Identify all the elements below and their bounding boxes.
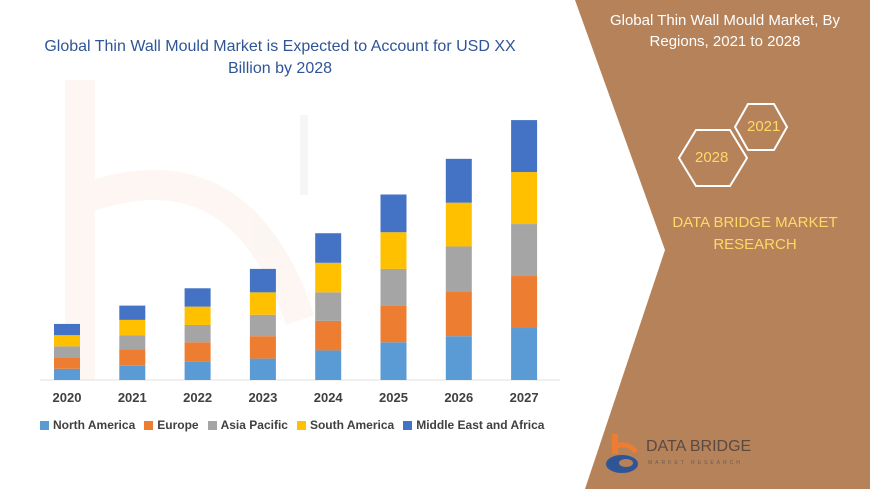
hex-label-2021: 2021 — [747, 118, 781, 135]
hexagon-2028 — [677, 129, 749, 187]
stacked-bar-chart: 2020 2021 2022 2023 2024 2025 2026 2027 — [40, 120, 560, 405]
bar-2023-north-america — [249, 358, 276, 380]
chart-title: Global Thin Wall Mould Market is Expecte… — [44, 38, 516, 77]
x-tick-label: 2024 — [314, 390, 344, 405]
legend-item: North America — [40, 418, 135, 432]
legend-item: South America — [296, 418, 395, 432]
bar-2024-asia-pacific — [315, 292, 342, 321]
bar-2022-middle-east-and-africa — [184, 288, 211, 307]
bar-2025-south-america — [380, 232, 407, 269]
x-tick-label: 2022 — [183, 390, 212, 405]
logo-icon — [606, 434, 638, 473]
bar-2024-south-america — [315, 262, 342, 293]
bar-2023-europe — [249, 336, 276, 359]
legend-swatch — [207, 420, 217, 430]
legend-item: Middle East and Africa — [403, 418, 544, 432]
bar-2022-north-america — [184, 361, 211, 380]
x-tick-label: 2025 — [379, 390, 408, 405]
bar-2024-europe — [315, 320, 342, 351]
bar-2020-south-america — [54, 335, 80, 347]
chart-legend: North America Europe Asia Pacific South Ame… — [40, 418, 544, 432]
bar-2027-south-america — [511, 172, 538, 225]
x-tick-label: 2023 — [248, 390, 277, 405]
bar-2021-asia-pacific — [119, 335, 146, 350]
legend-swatch — [40, 420, 49, 430]
bar-2021-south-america — [119, 319, 146, 336]
bar-2023-asia-pacific — [249, 314, 276, 337]
bar-2022-south-america — [184, 306, 211, 325]
bar-2027-north-america — [511, 328, 538, 380]
bar-2026-asia-pacific — [445, 246, 472, 292]
bar-2023-middle-east-and-africa — [249, 268, 276, 293]
x-tick-label: 2020 — [53, 390, 82, 405]
bar-2026-europe — [445, 291, 472, 337]
bar-2026-south-america — [445, 202, 472, 247]
x-tick-label: 2026 — [444, 390, 473, 405]
bar-2025-asia-pacific — [380, 268, 407, 306]
bar-2027-asia-pacific — [511, 224, 538, 277]
bar-2020-north-america — [54, 368, 80, 380]
x-tick-label: 2021 — [118, 390, 147, 405]
bar-2025-north-america — [380, 342, 407, 380]
hex-label-2028: 2028 — [695, 149, 729, 166]
bar-2026-middle-east-and-africa — [445, 158, 472, 203]
legend-label: Europe — [157, 418, 199, 432]
legend-swatch — [144, 420, 154, 430]
brand-text: DATA BRIDGE MARKET RESEARCH — [672, 214, 838, 253]
logo-text: DATA BRIDGE — [646, 438, 752, 455]
right-brown-panel — [575, 0, 870, 489]
hexagon-2021 — [733, 103, 789, 151]
bar-2020-asia-pacific — [54, 346, 80, 358]
legend-label: Middle East and Africa — [416, 418, 545, 432]
legend-swatch — [296, 420, 306, 430]
bar-2020-europe — [54, 357, 80, 369]
bar-2021-middle-east-and-africa — [119, 305, 146, 320]
bar-2025-europe — [380, 305, 407, 343]
bar-2024-north-america — [315, 350, 342, 380]
logo-subtext: MARKET RESEARCH — [648, 460, 743, 466]
bar-2023-south-america — [249, 292, 276, 315]
bar-2027-middle-east-and-africa — [511, 120, 538, 173]
bar-2025-middle-east-and-africa — [380, 194, 407, 233]
bar-2022-asia-pacific — [184, 324, 211, 343]
legend-label: South America — [309, 418, 395, 432]
x-tick-label: 2027 — [510, 390, 539, 405]
legend-swatch — [403, 420, 413, 430]
bar-2021-europe — [119, 349, 146, 366]
bar-2022-europe — [184, 342, 211, 362]
bar-2020-middle-east-and-africa — [54, 323, 80, 336]
legend-item: Asia Pacific — [207, 418, 288, 432]
legend-item: Europe — [144, 418, 199, 432]
legend-label: North America — [53, 418, 136, 432]
legend-label: Asia Pacific — [220, 418, 288, 432]
right-panel-title: Global Thin Wall Mould Market, By Region… — [609, 12, 841, 50]
bar-2026-north-america — [445, 336, 472, 380]
bar-2027-europe — [511, 276, 538, 329]
bar-2021-north-america — [119, 365, 146, 380]
bar-2024-middle-east-and-africa — [315, 233, 342, 263]
